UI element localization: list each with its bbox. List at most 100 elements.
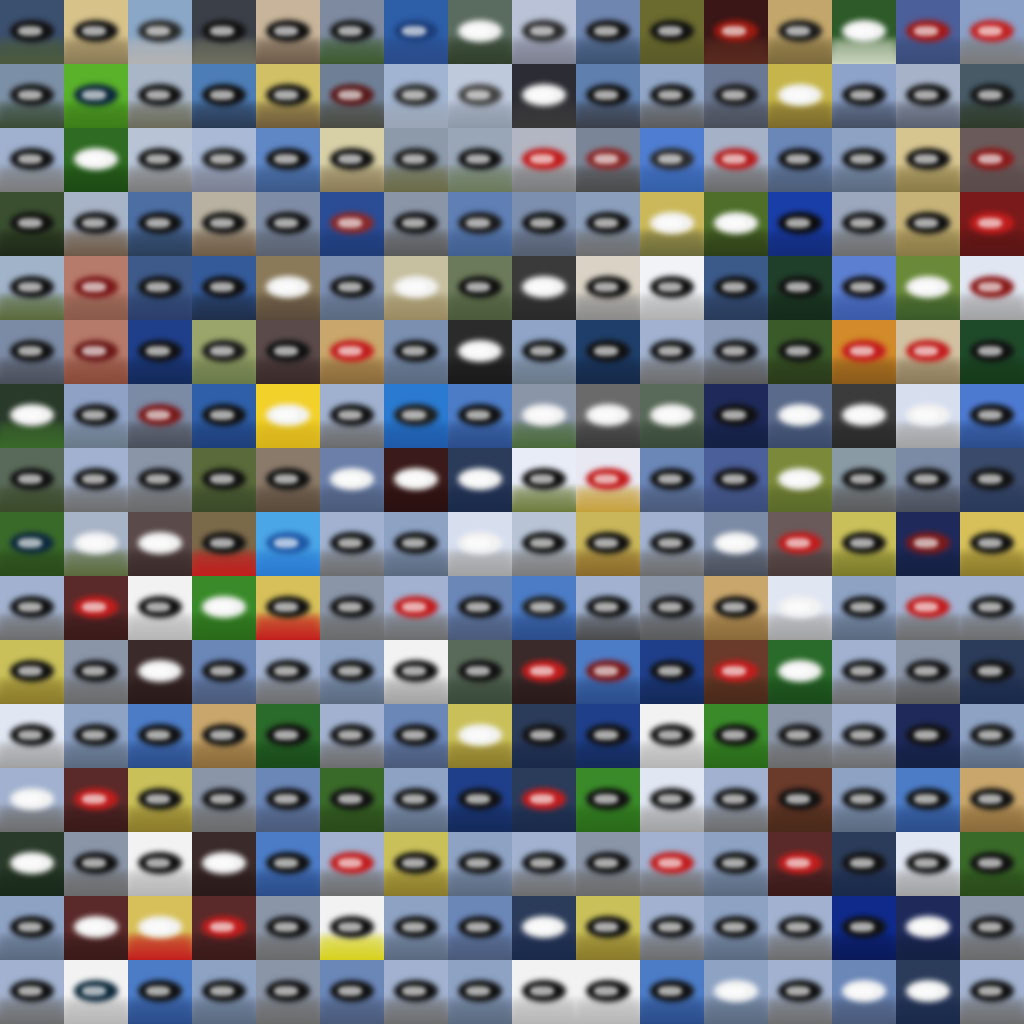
tile-ground [640,232,704,256]
tile-object-highlight [402,922,426,932]
tile-ground [640,488,704,512]
tile-ground [832,40,896,64]
image-tile [256,384,320,448]
image-tile [512,576,576,640]
tile-object-highlight [722,538,746,548]
tile-object-highlight [18,410,42,420]
tile-object-highlight [466,26,490,36]
tile-object-highlight [18,154,42,164]
tile-object-highlight [850,410,874,420]
tile-ground [768,168,832,192]
tile-object-highlight [466,858,490,868]
tile-object-highlight [210,90,234,100]
image-tile [896,576,960,640]
tile-object-highlight [786,922,810,932]
tile-object-highlight [402,730,426,740]
tile-object-highlight [850,922,874,932]
tile-ground [256,808,320,832]
tile-object-highlight [18,218,42,228]
tile-ground [896,936,960,960]
image-tile [192,576,256,640]
tile-ground [320,744,384,768]
tile-ground [576,808,640,832]
tile-object-highlight [274,410,298,420]
tile-object-highlight [274,538,298,548]
tile-object-highlight [210,602,234,612]
tile-ground [256,104,320,128]
tile-ground [640,616,704,640]
tile-ground [384,616,448,640]
image-tile [512,512,576,576]
tile-object-highlight [722,602,746,612]
tile-ground [64,296,128,320]
tile-object-highlight [274,858,298,868]
tile-ground [0,40,64,64]
tile-ground [640,104,704,128]
tile-ground [384,872,448,896]
tile-ground [0,232,64,256]
tile-object-highlight [146,90,170,100]
tile-object-highlight [338,90,362,100]
tile-ground [896,872,960,896]
tile-ground [768,808,832,832]
tile-object-highlight [594,794,618,804]
image-tile [576,384,640,448]
tile-object-highlight [722,282,746,292]
image-tile [960,896,1024,960]
tile-ground [768,360,832,384]
image-tile [960,448,1024,512]
tile-ground [768,296,832,320]
tile-ground [576,40,640,64]
image-tile [960,320,1024,384]
tile-object-highlight [850,538,874,548]
tile-object-highlight [210,858,234,868]
tile-object-highlight [722,666,746,676]
tile-object-highlight [978,602,1002,612]
image-tile [896,128,960,192]
tile-object-highlight [146,538,170,548]
tile-object-highlight [850,26,874,36]
tile-ground [960,40,1024,64]
tile-object-highlight [722,794,746,804]
tile-object-highlight [722,90,746,100]
tile-ground [320,872,384,896]
image-tile [640,320,704,384]
tile-ground [512,168,576,192]
tile-object-highlight [594,154,618,164]
tile-object-highlight [594,90,618,100]
image-tile [0,640,64,704]
image-tile [128,448,192,512]
tile-object-highlight [658,218,682,228]
image-tile [192,0,256,64]
tile-ground [64,104,128,128]
image-tile [576,576,640,640]
image-tile [448,832,512,896]
tile-object-highlight [210,922,234,932]
tile-ground [128,168,192,192]
tile-object-highlight [402,218,426,228]
tile-ground [512,40,576,64]
tile-ground [640,872,704,896]
tile-ground [448,424,512,448]
tile-ground [0,360,64,384]
image-tile [960,128,1024,192]
tile-ground [128,232,192,256]
tile-object-highlight [594,26,618,36]
tile-object-highlight [914,922,938,932]
tile-object-highlight [338,26,362,36]
tile-object-highlight [658,90,682,100]
tile-ground [576,488,640,512]
image-tile [256,512,320,576]
image-tile [0,960,64,1024]
tile-object-highlight [594,474,618,484]
image-tile [0,384,64,448]
tile-ground [640,424,704,448]
tile-ground [448,552,512,576]
tile-object-highlight [274,922,298,932]
image-tile [384,192,448,256]
image-tile [0,512,64,576]
tile-ground [128,872,192,896]
tile-object-highlight [338,474,362,484]
tile-object-highlight [402,986,426,996]
tile-object-highlight [274,282,298,292]
